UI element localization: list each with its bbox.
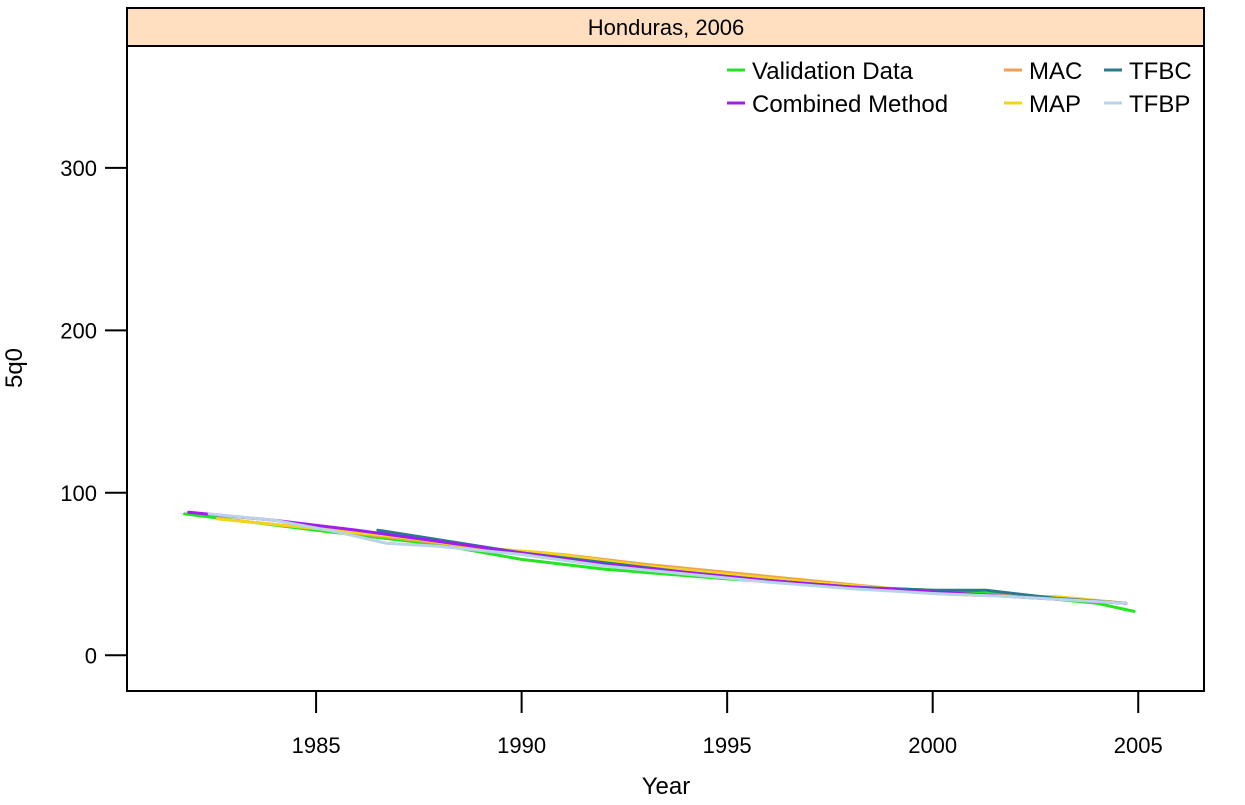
x-tick-label: 1985 xyxy=(292,733,341,758)
x-axis-label: Year xyxy=(642,773,691,800)
legend-label: Combined Method xyxy=(752,91,948,118)
legend-item: MAC xyxy=(1004,58,1082,85)
legend-item: Validation Data xyxy=(727,58,914,85)
plot-area xyxy=(126,45,1205,692)
legend: Validation Data Combined Method MAC MAP TFBC… xyxy=(727,58,1192,118)
x-axis: 1985 1990 1995 2000 2005 xyxy=(292,691,1163,758)
legend-item: TFBP xyxy=(1104,91,1190,118)
series-line-tfbp xyxy=(207,512,1128,605)
legend-label: TFBC xyxy=(1129,58,1192,85)
legend-label: TFBP xyxy=(1129,91,1190,118)
chart-title: Honduras, 2006 xyxy=(588,15,745,40)
legend-item: MAP xyxy=(1004,91,1081,118)
x-tick-label: 1990 xyxy=(497,733,546,758)
legend-item: Combined Method xyxy=(727,91,948,118)
series-line-tfbc xyxy=(376,528,1128,605)
y-tick-label: 100 xyxy=(60,481,97,506)
x-tick-label: 2005 xyxy=(1114,733,1163,758)
x-tick-label: 2000 xyxy=(908,733,957,758)
y-axis: 0 100 200 300 xyxy=(60,156,127,668)
panel-strip-background xyxy=(126,7,1205,47)
series-group xyxy=(183,510,1136,613)
y-tick-label: 0 xyxy=(85,643,97,668)
legend-label: Validation Data xyxy=(752,58,914,85)
legend-label: MAP xyxy=(1029,91,1081,118)
y-tick-label: 300 xyxy=(60,156,97,181)
panel-strip: Honduras, 2006 xyxy=(126,7,1205,47)
y-axis-label: 5q0 xyxy=(1,348,28,388)
x-tick-label: 1995 xyxy=(703,733,752,758)
legend-item: TFBC xyxy=(1104,58,1192,85)
y-tick-label: 200 xyxy=(60,318,97,343)
legend-label: MAC xyxy=(1029,58,1082,85)
